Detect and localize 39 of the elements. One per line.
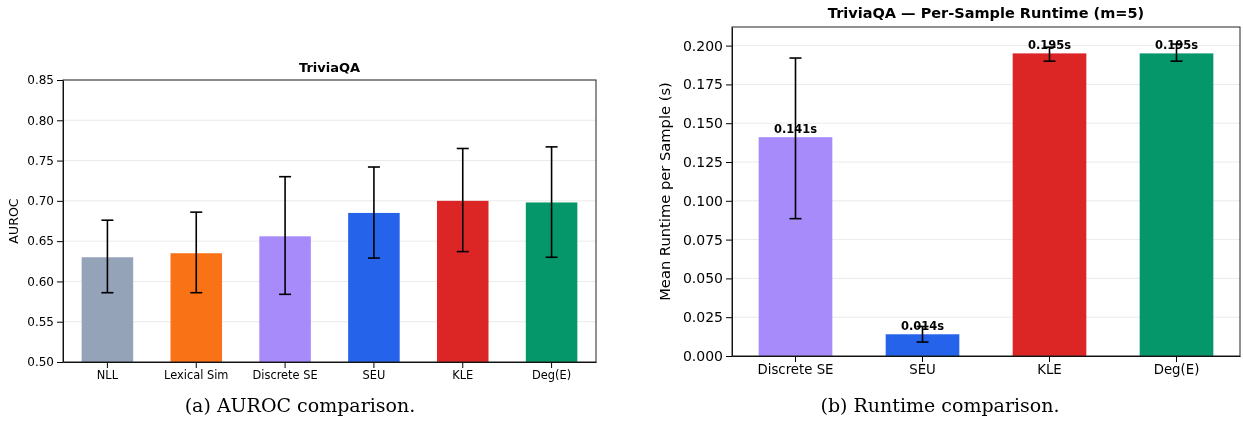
y-tick-label: 0.150 — [682, 115, 723, 132]
y-tick-label: 0.50 — [27, 355, 54, 370]
y-tick-label: 0.55 — [27, 315, 54, 330]
y-tick-label: 0.85 — [27, 73, 54, 88]
x-tick-label: SEU — [362, 368, 386, 383]
y-tick-label: 0.80 — [27, 113, 54, 128]
y-tick-label: 0.60 — [27, 274, 54, 289]
y-tick-label: 0.125 — [682, 153, 723, 170]
x-tick-label: Discrete SE — [252, 368, 318, 383]
x-tick-label: KLE — [452, 368, 474, 383]
bar — [885, 334, 960, 356]
y-tick-label: 0.75 — [27, 153, 54, 168]
text: (b) Runtime comparison. — [820, 394, 1060, 416]
text: (a) AUROC comparison. — [184, 394, 416, 416]
y-axis-title: AUROC — [6, 198, 21, 244]
chart-title: TriviaQA — Per-Sample Runtime (m=5) — [827, 5, 1145, 21]
chart-title: TriviaQA — [298, 60, 361, 75]
data-label: 0.195s — [1027, 38, 1072, 53]
y-tick-label: 0.000 — [682, 347, 723, 364]
y-tick-label: 0.100 — [682, 192, 723, 209]
y-tick-label: 0.70 — [27, 194, 54, 209]
x-tick-label: Deg(E) — [1153, 362, 1200, 378]
x-tick-label: Lexical Sim — [164, 368, 229, 383]
x-tick-label: KLE — [1037, 362, 1062, 378]
y-tick-label: 0.65 — [27, 234, 54, 249]
x-tick-label: Discrete SE — [757, 362, 834, 378]
y-tick-label: 0.200 — [682, 37, 723, 54]
bar — [1139, 53, 1214, 356]
bar — [758, 137, 833, 356]
bar — [1012, 53, 1087, 356]
x-tick-label: Deg(E) — [532, 368, 572, 383]
y-tick-label: 0.025 — [682, 309, 723, 326]
x-tick-label: SEU — [909, 362, 936, 378]
y-tick-label: 0.075 — [682, 231, 723, 248]
data-label: 0.014s — [900, 319, 945, 334]
y-axis-title: Mean Runtime per Sample (s) — [656, 82, 673, 301]
y-tick-label: 0.175 — [682, 76, 723, 93]
x-tick-label: NLL — [96, 368, 119, 383]
y-tick-label: 0.050 — [682, 270, 723, 287]
